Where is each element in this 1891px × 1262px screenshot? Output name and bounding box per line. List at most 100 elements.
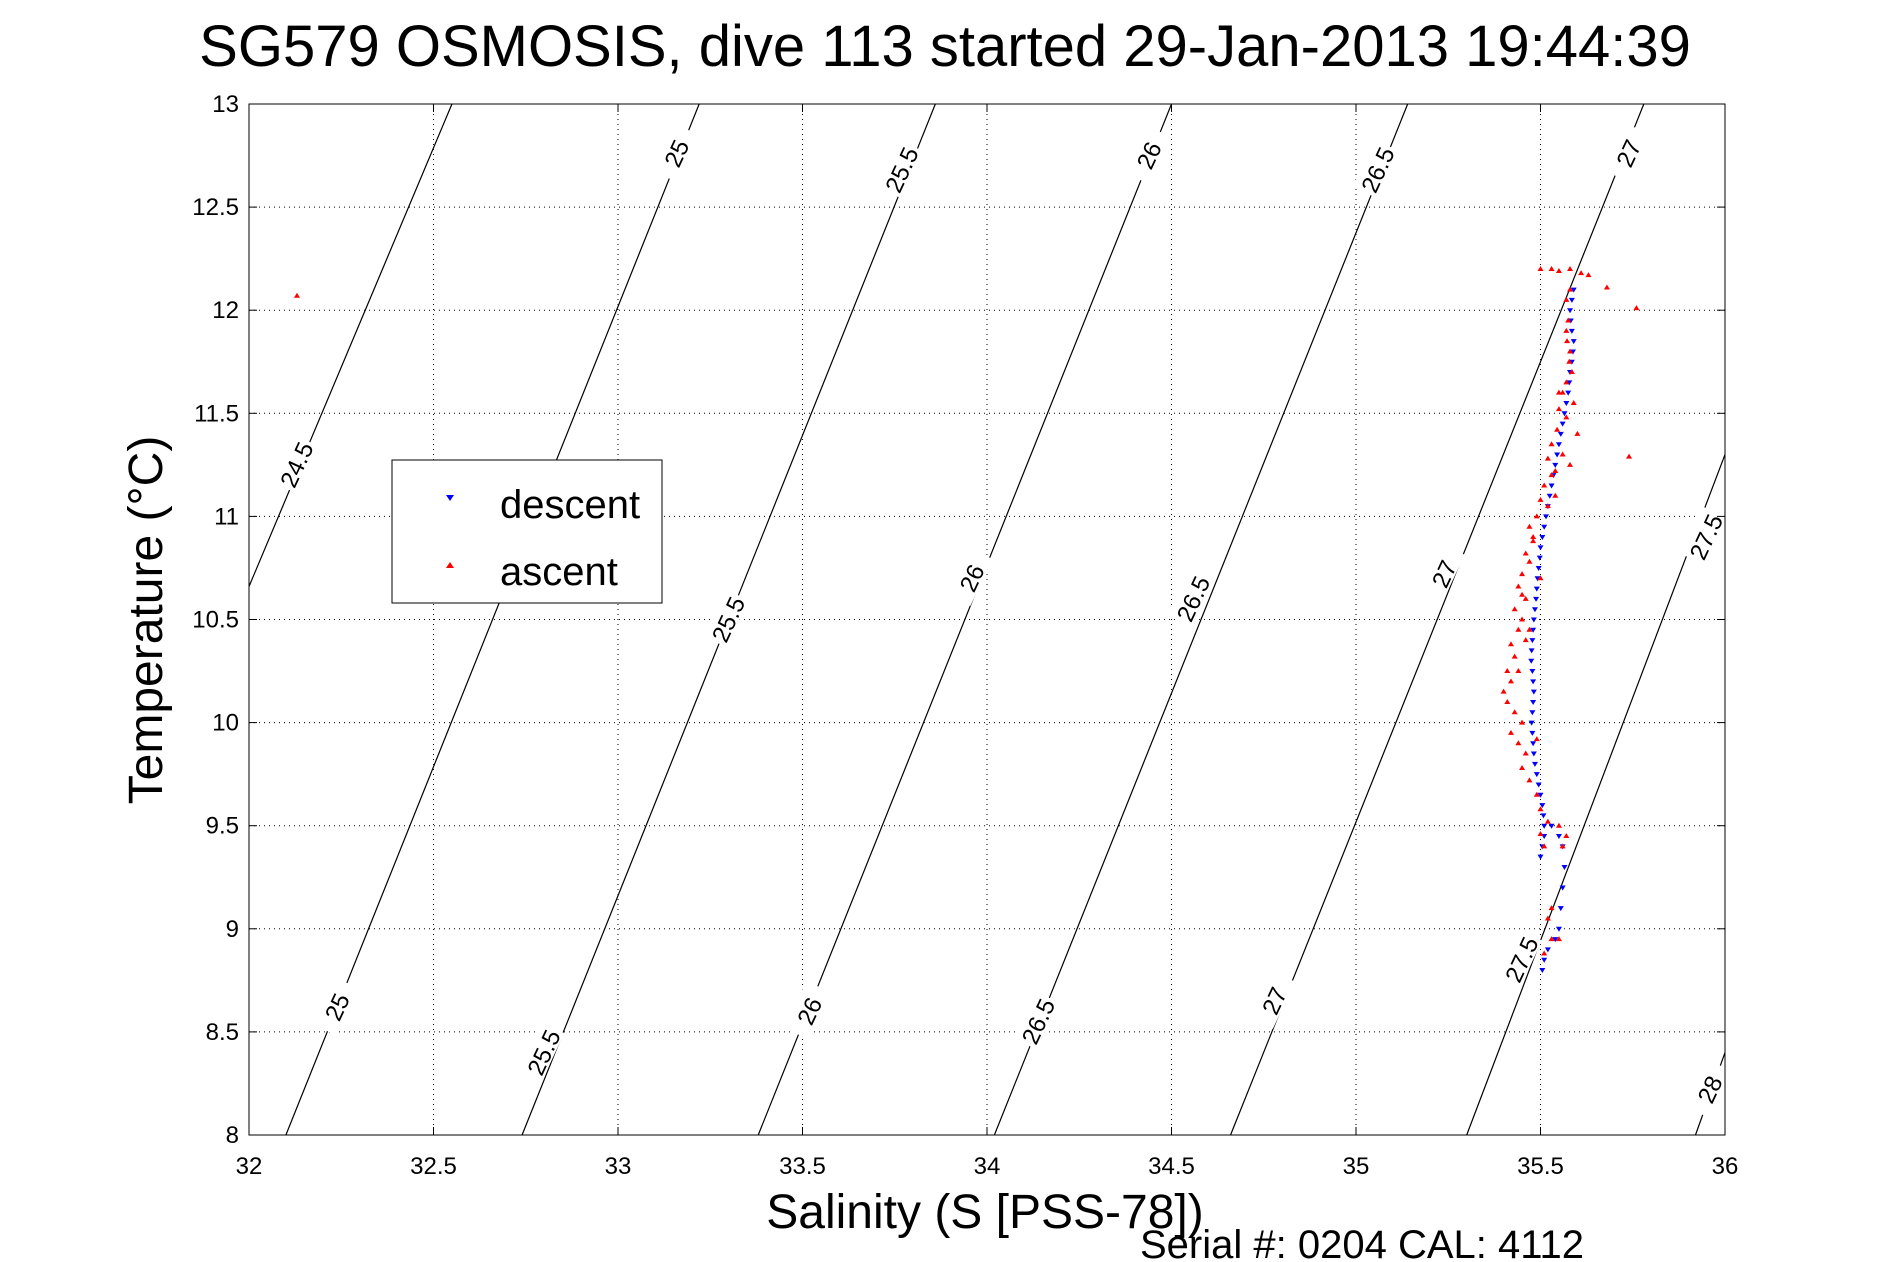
ascent-point bbox=[1500, 688, 1507, 694]
x-tick-label: 35.5 bbox=[1517, 1153, 1564, 1180]
descent-point bbox=[1557, 431, 1564, 437]
descent-point bbox=[1530, 689, 1537, 695]
descent-point bbox=[1531, 761, 1538, 767]
ascent-point bbox=[1533, 513, 1540, 519]
descent-point bbox=[1533, 586, 1540, 592]
y-tick-label: 11 bbox=[214, 503, 239, 530]
descent-point bbox=[1529, 669, 1536, 675]
ascent-point bbox=[1519, 719, 1526, 725]
ascent-point bbox=[1567, 286, 1574, 292]
ascent-point bbox=[1507, 729, 1514, 735]
ascent-point bbox=[1585, 272, 1592, 278]
descent-point bbox=[1541, 957, 1548, 963]
contour-label-bg bbox=[946, 547, 993, 607]
isopycnal-27 bbox=[1229, 103, 1645, 1136]
ascent-point bbox=[1537, 830, 1544, 836]
descent-point bbox=[1530, 741, 1537, 747]
isopycnal-26.5 bbox=[993, 103, 1409, 1136]
legend-ascent-marker bbox=[446, 562, 454, 568]
ascent-point bbox=[1566, 358, 1573, 364]
x-tick-label: 32 bbox=[236, 1153, 263, 1180]
ascent-point bbox=[1511, 709, 1518, 715]
ascent-point bbox=[1544, 455, 1551, 461]
descent-point bbox=[1530, 627, 1537, 633]
legend-descent-marker bbox=[446, 495, 454, 501]
y-tick-label: 10 bbox=[212, 710, 239, 737]
ascent-point bbox=[1519, 571, 1526, 577]
legend-box bbox=[391, 459, 663, 604]
y-tick-label: 12 bbox=[212, 297, 239, 324]
ascent-point bbox=[1563, 379, 1570, 385]
descent-point bbox=[1531, 607, 1538, 613]
ascent-point bbox=[1567, 265, 1574, 271]
descent-point bbox=[1541, 823, 1548, 829]
ascent-point bbox=[1574, 430, 1581, 436]
ascent-point bbox=[1555, 406, 1562, 412]
contour-label-bg bbox=[651, 123, 698, 182]
descent-point bbox=[1554, 452, 1561, 458]
ascent-point bbox=[1504, 668, 1511, 674]
contour-label-bg bbox=[1684, 1059, 1731, 1118]
ascent-point bbox=[1548, 441, 1555, 447]
ascent-point bbox=[1544, 915, 1551, 921]
ascent-point bbox=[1544, 818, 1551, 824]
descent-point bbox=[1537, 854, 1544, 860]
ascent-point bbox=[1563, 296, 1570, 302]
ascent-point bbox=[1530, 534, 1537, 540]
descent-point bbox=[1566, 380, 1573, 386]
descent-point bbox=[1537, 545, 1544, 551]
descent-point bbox=[1555, 834, 1562, 840]
descent-point bbox=[1534, 576, 1541, 582]
ascent-point bbox=[1519, 591, 1526, 597]
descent-point bbox=[1543, 514, 1550, 520]
ascent-point bbox=[293, 292, 300, 298]
ascent-point bbox=[1541, 843, 1548, 849]
ascent-point bbox=[1548, 905, 1555, 911]
y-tick-label: 8.5 bbox=[206, 1019, 239, 1046]
descent-point bbox=[1539, 535, 1546, 541]
contour-label-bg bbox=[1603, 123, 1650, 182]
descent-point bbox=[1528, 720, 1535, 726]
y-tick-label: 13 bbox=[212, 91, 239, 118]
ascent-point bbox=[1544, 503, 1551, 509]
contour-label-bg bbox=[312, 976, 358, 1035]
descent-point bbox=[1561, 411, 1568, 417]
ascent-point bbox=[1552, 468, 1559, 474]
ascent-point bbox=[1603, 284, 1610, 290]
ascent-point bbox=[1568, 369, 1575, 375]
descent-point bbox=[1555, 442, 1562, 448]
descent-point bbox=[1529, 710, 1536, 716]
descent-point bbox=[1530, 751, 1537, 757]
descent-point bbox=[1530, 699, 1537, 705]
y-tick-label: 10.5 bbox=[192, 607, 239, 634]
ascent-point bbox=[1541, 950, 1548, 956]
x-tick-label: 35 bbox=[1343, 1153, 1370, 1180]
contour-label-bg bbox=[1249, 970, 1295, 1029]
ascent-point bbox=[1555, 389, 1562, 395]
ascent-point bbox=[1570, 399, 1577, 405]
descent-point bbox=[1568, 328, 1575, 334]
x-tick-label: 33.5 bbox=[779, 1153, 826, 1180]
isopycnal-25 bbox=[285, 103, 700, 1136]
ascent-point bbox=[1522, 595, 1529, 601]
ascent-point bbox=[1555, 822, 1562, 828]
descent-point bbox=[1546, 493, 1553, 499]
ascent-point bbox=[1567, 461, 1574, 467]
chart-title: SG579 OSMOSIS, dive 113 started 29-Jan-2… bbox=[199, 14, 1691, 79]
ascent-point bbox=[1511, 653, 1518, 659]
ascent-point bbox=[1564, 338, 1571, 344]
ascent-point bbox=[1563, 414, 1570, 420]
x-axis-label: Salinity (S [PSS-78]) bbox=[766, 1186, 1203, 1239]
x-tick-label: 33 bbox=[605, 1153, 632, 1180]
descent-point bbox=[1569, 349, 1576, 355]
y-tick-label: 8 bbox=[226, 1122, 239, 1149]
contour-label-bg bbox=[1168, 568, 1214, 627]
isopycnal-27.5 bbox=[1466, 454, 1726, 1136]
ascent-point bbox=[1526, 523, 1533, 529]
descent-point bbox=[1540, 813, 1547, 819]
ascent-point bbox=[1526, 626, 1533, 632]
ascent-point bbox=[1519, 616, 1526, 622]
descent-point bbox=[1535, 565, 1542, 571]
descent-point bbox=[1539, 803, 1546, 809]
